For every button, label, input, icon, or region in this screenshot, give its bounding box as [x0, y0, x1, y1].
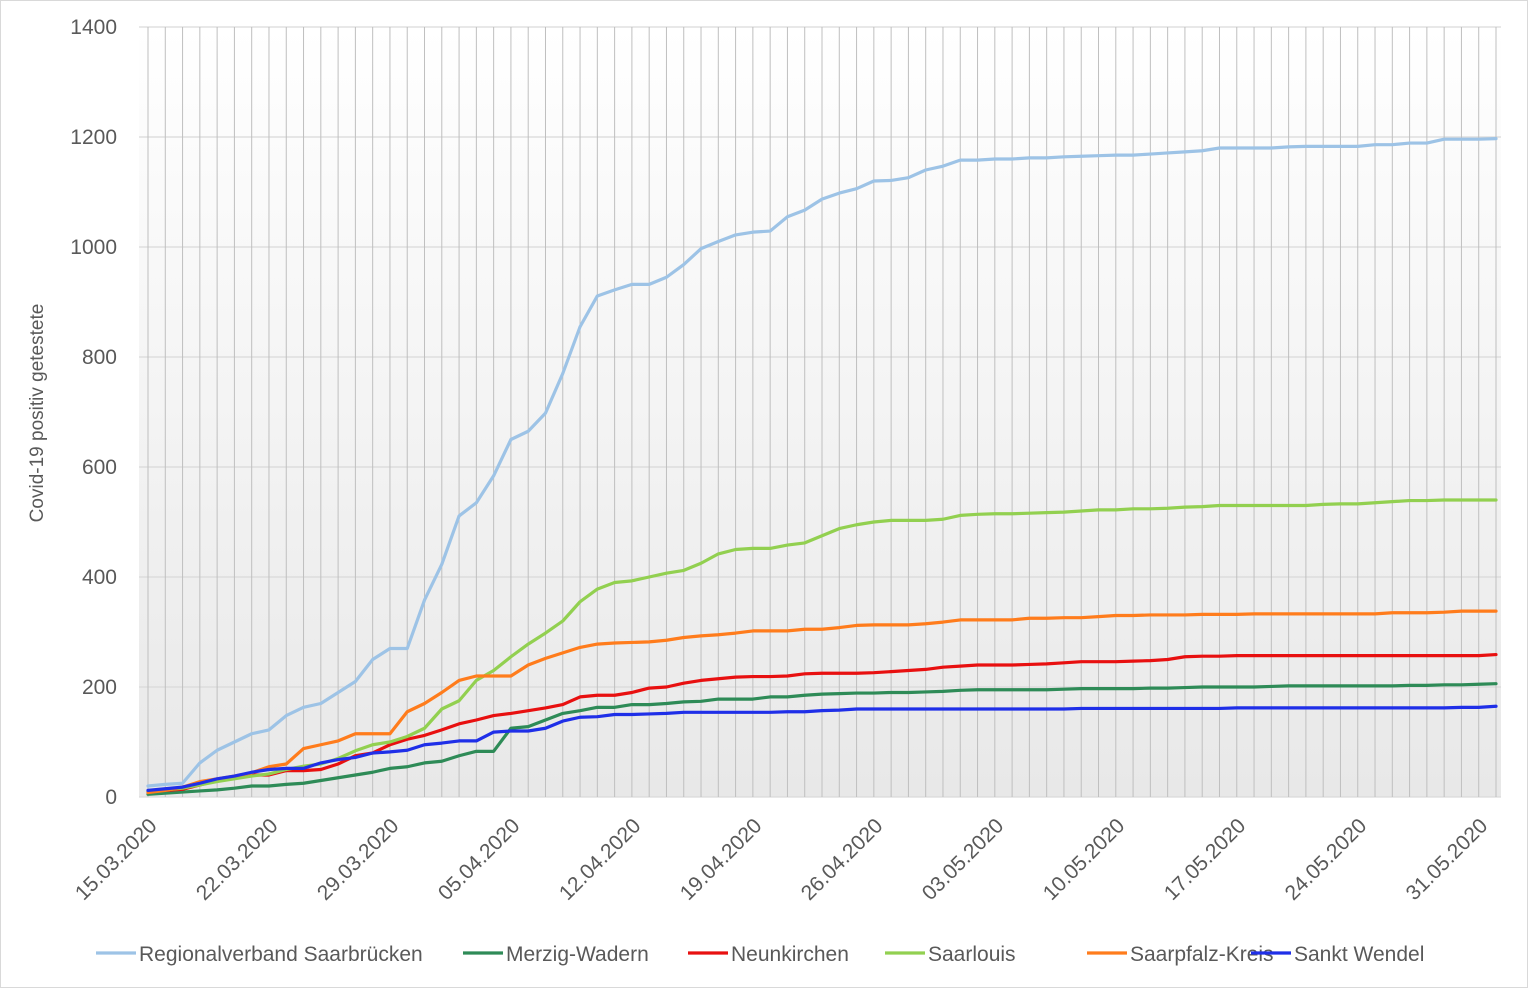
y-tick-label: 0	[105, 786, 117, 809]
legend-item: Merzig-Wadern	[463, 943, 649, 966]
legend-item: Sankt Wendel	[1251, 943, 1424, 966]
x-axis-ticks: 15.03.2020 22.03.2020 29.03.2020 05.04.2020…	[71, 814, 1492, 905]
legend-label: Saarpfalz-Kreis	[1130, 943, 1274, 966]
series-line-saarlouis	[146, 498, 1498, 794]
horizontal-gridlines	[139, 26, 1501, 798]
y-tick-label: 800	[82, 346, 117, 369]
series-line-sankt-wendel	[146, 704, 1498, 793]
y-tick-label: 1400	[70, 16, 117, 39]
x-tick-label: 29.03.2020	[313, 814, 404, 905]
y-tick-label: 200	[82, 676, 117, 699]
x-tick-label: 03.05.2020	[918, 814, 1009, 905]
x-tick-label: 15.03.2020	[71, 814, 162, 905]
y-tick-label: 1000	[70, 236, 117, 259]
y-axis-title: Covid-19 positiv getestete	[27, 304, 48, 523]
legend-item: Saarpfalz-Kreis	[1087, 943, 1274, 966]
legend-label: Saarlouis	[928, 943, 1016, 966]
y-axis-ticks: 0 200 400 600 800 1000 1200 1400	[70, 16, 117, 809]
legend-label: Sankt Wendel	[1294, 943, 1424, 966]
legend-item: Saarlouis	[885, 943, 1016, 966]
x-tick-label: 22.03.2020	[192, 814, 283, 905]
legend-item: Regionalverband Saarbrücken	[96, 943, 423, 966]
x-tick-label: 10.05.2020	[1039, 814, 1130, 905]
x-tick-label: 05.04.2020	[434, 814, 525, 905]
legend-label: Regionalverband Saarbrücken	[139, 943, 423, 966]
y-tick-label: 600	[82, 456, 117, 479]
y-tick-label: 400	[82, 566, 117, 589]
x-tick-label: 19.04.2020	[676, 814, 767, 905]
series-line-merzig-wadern	[146, 682, 1498, 796]
series-line-regionalverband-saarbr-cken	[146, 137, 1498, 788]
y-tick-label: 1200	[70, 126, 117, 149]
series-lines	[146, 137, 1498, 796]
x-tick-label: 24.05.2020	[1281, 814, 1372, 905]
legend-item: Neunkirchen	[688, 943, 849, 966]
legend-label: Merzig-Wadern	[506, 943, 649, 966]
legend-label: Neunkirchen	[731, 943, 849, 966]
legend: Regionalverband Saarbrücken Merzig-Wadern…	[96, 943, 1424, 966]
x-tick-label: 17.05.2020	[1160, 814, 1251, 905]
series-line-saarpfalz-kreis	[146, 609, 1498, 795]
x-tick-label: 26.04.2020	[797, 814, 888, 905]
x-tick-label: 12.04.2020	[555, 814, 646, 905]
vertical-gridlines	[147, 27, 1497, 797]
plot-area	[139, 27, 1501, 797]
x-tick-label: 31.05.2020	[1402, 814, 1493, 905]
